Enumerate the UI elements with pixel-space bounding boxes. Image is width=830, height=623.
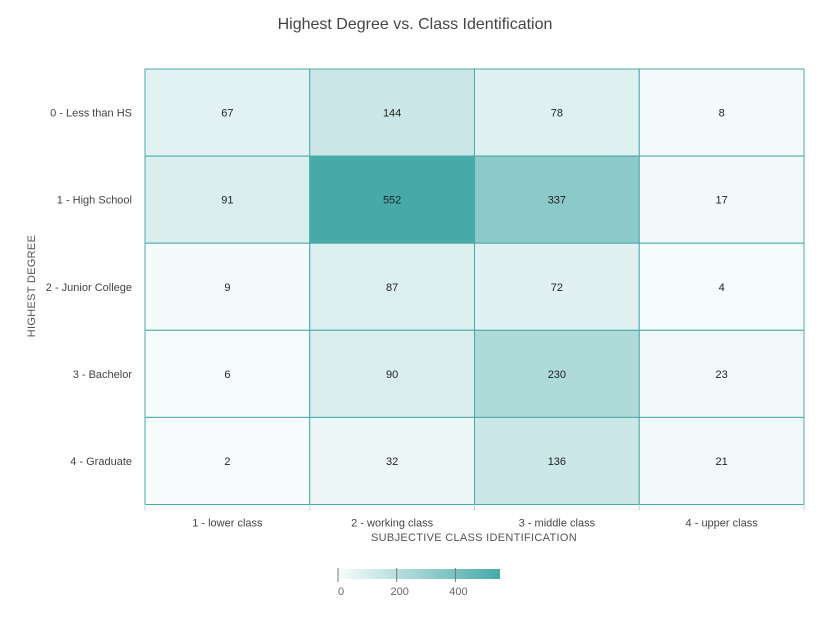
cell-value-label: 4: [719, 282, 725, 294]
cell-value-label: 67: [221, 108, 233, 120]
heatmap-cell: [309, 416, 475, 505]
cell-value-label: 78: [551, 108, 563, 120]
heatmap-cell: [474, 68, 640, 157]
cell-value-label: 32: [386, 456, 398, 468]
legend-gradient-bar: [338, 569, 500, 579]
cell-value-label: 17: [716, 195, 728, 207]
cell-value-label: 337: [548, 195, 566, 207]
heatmap-cell: [638, 242, 805, 331]
y-tick-label: 0 - Less than HS: [50, 108, 132, 120]
cell-value-label: 8: [719, 108, 725, 120]
y-tick-label: 1 - High School: [57, 195, 132, 207]
heatmap-cell: [638, 329, 805, 418]
heatmap-cell: [638, 155, 805, 244]
cell-value-label: 91: [221, 195, 233, 207]
chart-title: Highest Degree vs. Class Identification: [278, 16, 553, 33]
x-tick-label: 3 - middle class: [519, 518, 596, 530]
cell-value-label: 87: [386, 282, 398, 294]
y-tick-label: 4 - Graduate: [70, 456, 132, 468]
heatmap-cells: [144, 68, 805, 505]
y-axis-title: HIGHEST DEGREE: [26, 235, 38, 337]
x-tick-label: 4 - upper class: [686, 518, 759, 530]
cell-value-label: 2: [224, 456, 230, 468]
heatmap-cell: [144, 329, 311, 418]
heatmap-cell: [144, 68, 311, 157]
cell-value-label: 9: [224, 282, 230, 294]
cell-value-label: 144: [383, 108, 401, 120]
color-legend: 0 200 400: [337, 568, 500, 598]
cell-value-label: 23: [716, 369, 728, 381]
y-axis: 0 - Less than HS 1 - High School 2 - Junio…: [46, 108, 133, 468]
x-axis-title: SUBJECTIVE CLASS IDENTIFICATION: [371, 532, 577, 544]
heatmap-cell: [474, 329, 640, 418]
heatmap-cell: [309, 155, 475, 244]
heatmap-cell: [144, 155, 311, 244]
heatmap-cell: [638, 68, 805, 157]
heatmap-cell: [309, 242, 475, 331]
heatmap-cell: [474, 416, 640, 505]
cell-value-label: 230: [548, 369, 566, 381]
cell-value-label: 136: [548, 456, 566, 468]
y-tick-label: 2 - Junior College: [46, 282, 132, 294]
cell-value-label: 21: [716, 456, 728, 468]
heatmap-cell: [638, 416, 805, 505]
legend-tick-label: 200: [391, 586, 409, 598]
x-tick-label: 2 - working class: [351, 518, 433, 530]
heatmap-cell: [309, 68, 475, 157]
y-tick-label: 3 - Bachelor: [73, 369, 133, 381]
x-axis: 1 - lower class 2 - working class 3 - midd…: [144, 504, 805, 530]
heatmap-cell-labels: 67 144 78 8 91 552 337 17 9 87 72 4 6 90 230 23 2 32 136 21: [221, 108, 728, 468]
heatmap-cell: [144, 416, 311, 505]
cell-value-label: 6: [224, 369, 230, 381]
x-tick-label: 1 - lower class: [192, 518, 263, 530]
cell-value-label: 552: [383, 195, 401, 207]
legend-tick-label: 400: [449, 586, 467, 598]
cell-value-label: 90: [386, 369, 398, 381]
cell-value-label: 72: [551, 282, 563, 294]
heatmap-cell: [309, 329, 475, 418]
legend-tick-label: 0: [338, 586, 344, 598]
